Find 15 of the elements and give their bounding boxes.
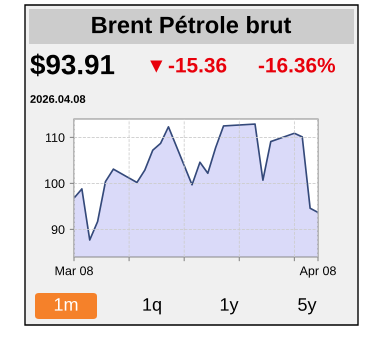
chart-title: Brent Pétrole brut [92, 16, 292, 34]
text: ▼ [150, 60, 162, 73]
text: 1m [54, 298, 78, 311]
text: -15.36 [168, 58, 226, 73]
text: -16.36% [258, 58, 336, 73]
text: 1y [220, 298, 238, 314]
y-tick-label: 100 [45, 179, 64, 188]
text: $93.91 [30, 54, 114, 76]
y-tick-label: 110 [46, 133, 64, 142]
x-tick-label: Apr 08 [300, 266, 336, 278]
text: 5y [298, 298, 316, 314]
y-tick-label: 90 [52, 225, 64, 234]
text: 2026.04.08 [30, 95, 86, 103]
text: 1q [143, 298, 161, 314]
x-tick-label: Mar 08 [56, 266, 93, 276]
